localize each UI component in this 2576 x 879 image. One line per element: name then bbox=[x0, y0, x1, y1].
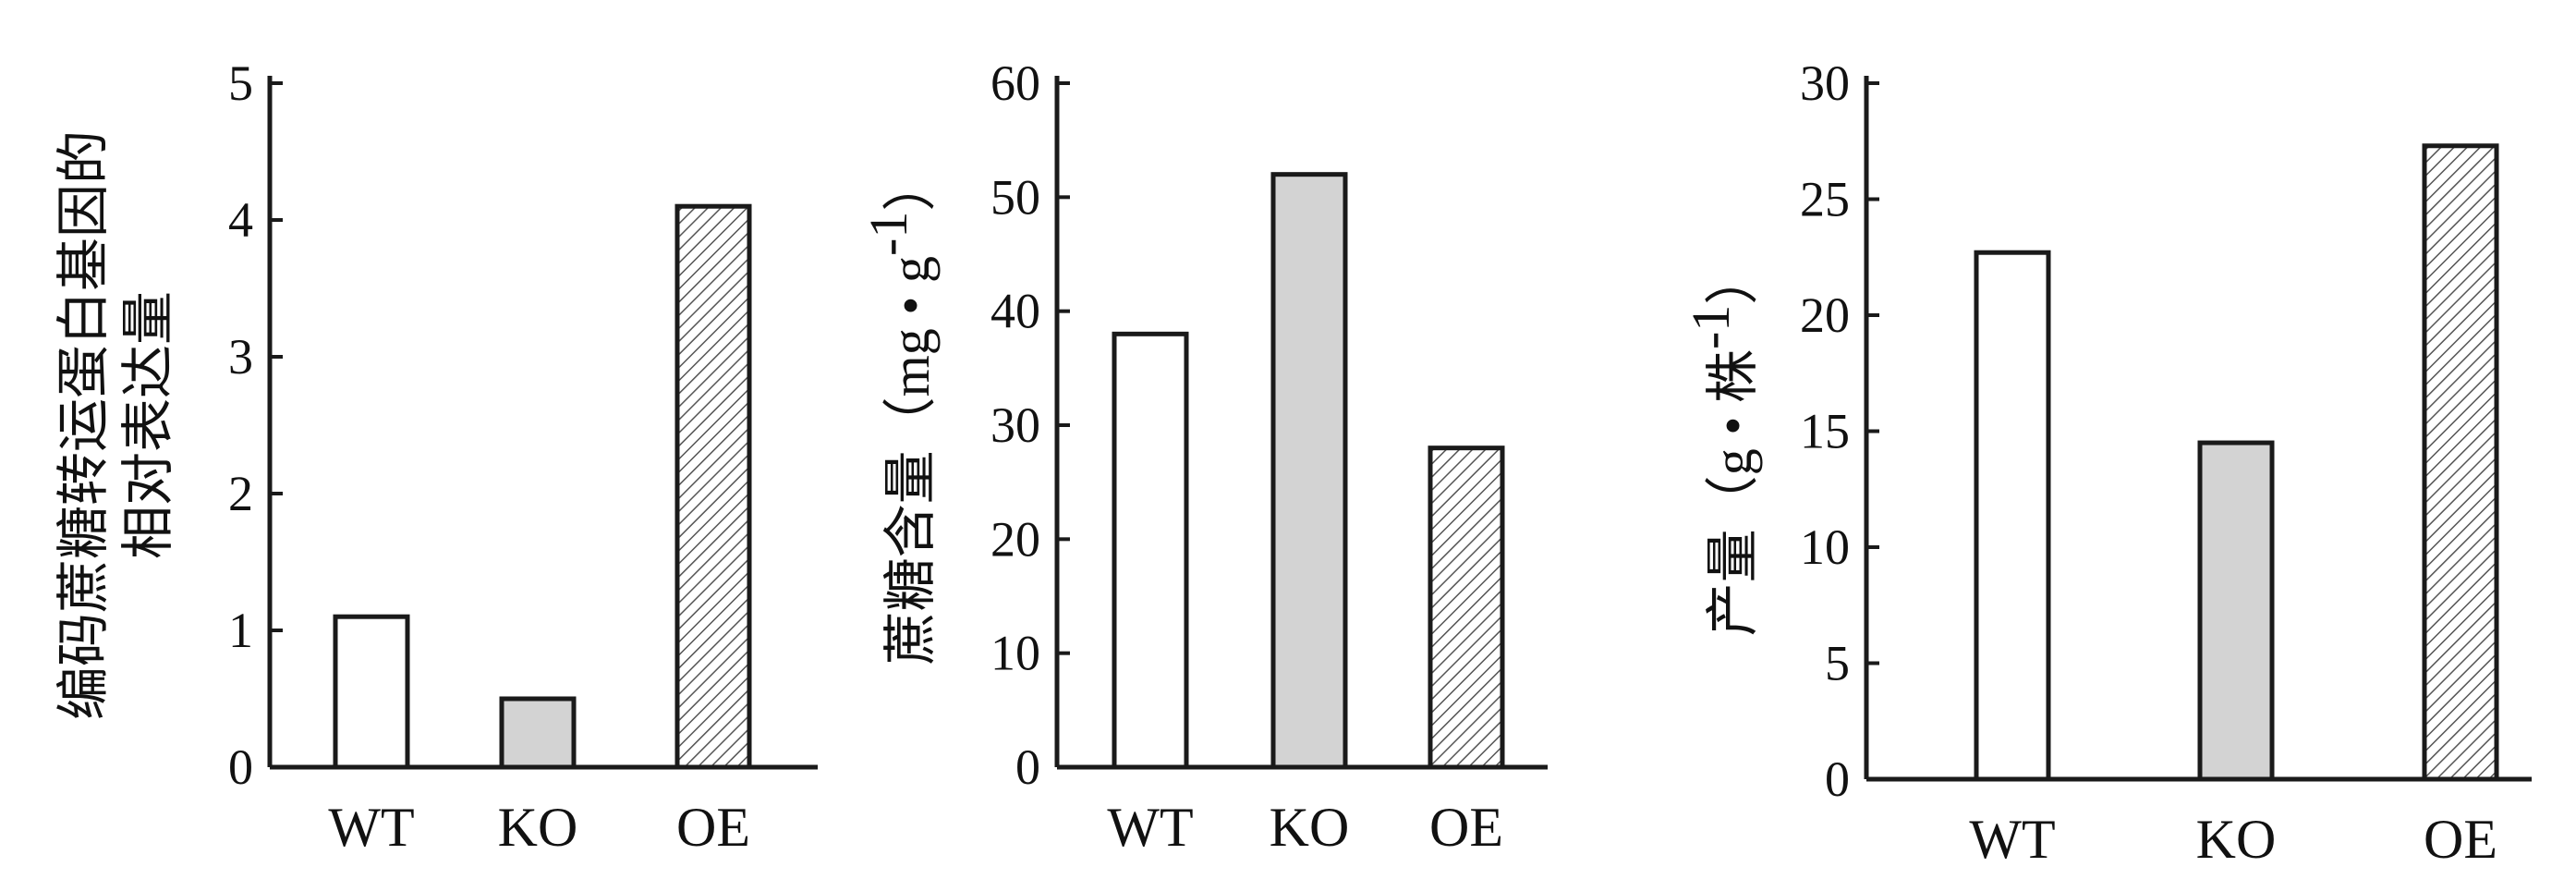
x-labels: WT KO OE bbox=[1107, 797, 1503, 858]
bar-oe bbox=[2422, 143, 2499, 782]
y-tick-label: 2 bbox=[228, 466, 253, 521]
bars bbox=[333, 203, 752, 770]
y-axis-label-line-1: 编码蔗糖转运蛋白基因的 bbox=[52, 130, 115, 720]
axes bbox=[267, 76, 818, 770]
y-tick-label: 0 bbox=[1825, 751, 1850, 807]
bars bbox=[1974, 143, 2499, 782]
x-tick-label: OE bbox=[676, 797, 750, 858]
y-tick-label: 1 bbox=[228, 603, 253, 658]
bar-oe bbox=[674, 203, 752, 770]
y-tick-label: 5 bbox=[1825, 636, 1850, 691]
y-tick-label: 20 bbox=[990, 511, 1040, 567]
bar-ko bbox=[1270, 172, 1348, 770]
y-tick-label: 50 bbox=[990, 169, 1040, 225]
x-tick-label: KO bbox=[498, 797, 578, 858]
x-tick-label: KO bbox=[1270, 797, 1350, 858]
bar-wt bbox=[1112, 331, 1189, 770]
x-labels: WT KO OE bbox=[1969, 809, 2497, 870]
axes bbox=[1864, 76, 2532, 782]
chart-expression: 编码蔗糖转运蛋白基因的 相对表达量 0 1 2 3 4 5 WT KO OE bbox=[52, 55, 818, 858]
axes bbox=[1054, 76, 1548, 770]
y-tick-label: 30 bbox=[990, 397, 1040, 453]
y-axis-label-chart-3: 产量（g • 株-1） bbox=[1681, 251, 1764, 637]
y-tick-label: 3 bbox=[228, 329, 253, 385]
y-tick-label: 30 bbox=[1800, 55, 1850, 111]
x-labels: WT KO OE bbox=[328, 797, 750, 858]
y-tick-label: 60 bbox=[990, 55, 1040, 111]
y-tick-label: 40 bbox=[990, 284, 1040, 339]
y-tick-label: 5 bbox=[228, 55, 253, 111]
y-tick-label: 0 bbox=[228, 739, 253, 795]
bar-ko bbox=[2197, 440, 2275, 782]
y-ticks: 0 1 2 3 4 5 bbox=[228, 55, 283, 795]
y-axis-label-line-2: 相对表达量 bbox=[116, 291, 179, 559]
chart-sucrose-content: 蔗糖含量（mg • g-1） 0 10 20 30 40 50 60 WT KO OE bbox=[858, 55, 1548, 858]
x-tick-label: WT bbox=[1107, 797, 1193, 858]
y-axis-label-chart-2: 蔗糖含量（mg • g-1） bbox=[858, 158, 942, 665]
y-ticks: 0 10 20 30 40 50 60 bbox=[990, 55, 1070, 795]
y-tick-label: 0 bbox=[1015, 739, 1040, 795]
y-axis-label-chart-1: 编码蔗糖转运蛋白基因的 相对表达量 bbox=[52, 130, 179, 720]
x-tick-label: KO bbox=[2196, 809, 2277, 870]
x-tick-label: OE bbox=[1429, 797, 1503, 858]
bar-wt bbox=[333, 614, 410, 770]
chart-yield: 产量（g • 株-1） 0 5 10 15 20 25 30 WT KO OE bbox=[1681, 55, 2532, 870]
x-tick-label: WT bbox=[1969, 809, 2055, 870]
x-tick-label: WT bbox=[328, 797, 414, 858]
bar-wt bbox=[1974, 250, 2051, 782]
bar-oe bbox=[1428, 446, 1505, 770]
y-tick-label: 20 bbox=[1800, 287, 1850, 343]
y-tick-label: 10 bbox=[1800, 519, 1850, 575]
y-tick-label: 4 bbox=[228, 192, 253, 248]
y-tick-label: 15 bbox=[1800, 404, 1850, 459]
bars bbox=[1112, 172, 1505, 770]
y-tick-label: 10 bbox=[990, 626, 1040, 681]
y-tick-label: 25 bbox=[1800, 172, 1850, 227]
bar-ko bbox=[499, 696, 577, 770]
x-tick-label: OE bbox=[2424, 809, 2497, 870]
